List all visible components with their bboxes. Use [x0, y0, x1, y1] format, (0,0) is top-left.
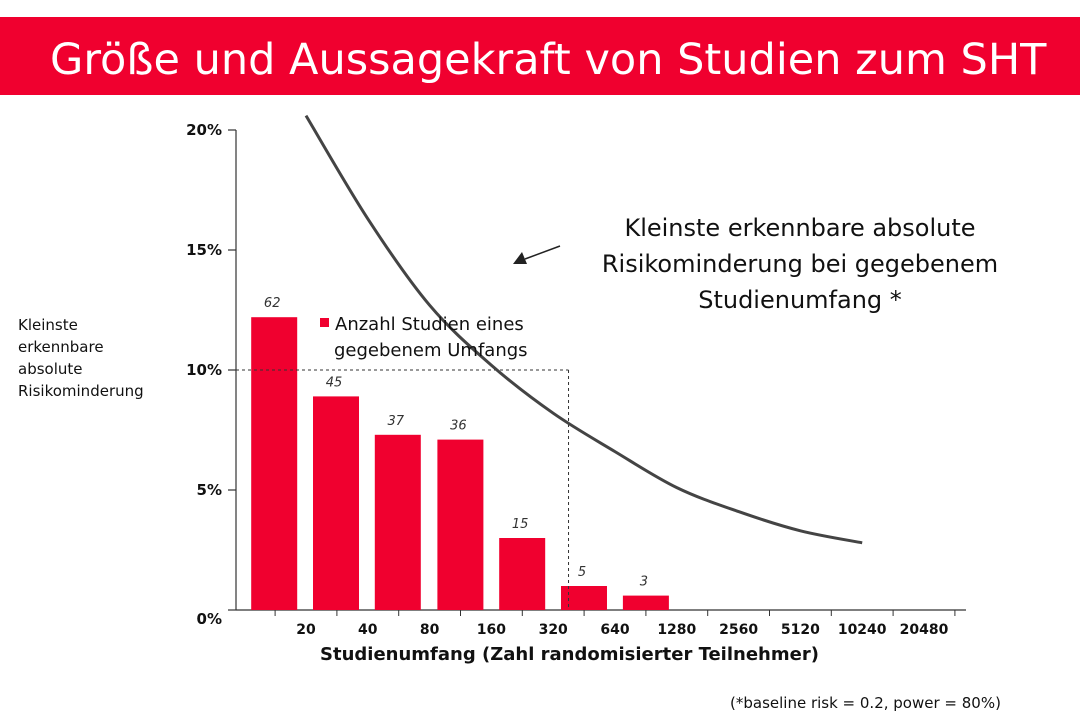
curve-annotation: Kleinste erkennbare absolute Risikominde… [555, 210, 1045, 318]
curve-annotation-line: Risikominderung bei gegebenem [601, 250, 999, 278]
title-banner: Größe und Aussagekraft von Studien zum S… [0, 17, 1080, 95]
bar [437, 439, 484, 610]
y-axis-label: Kleinste erkennbare absolute Risikominde… [18, 314, 144, 402]
x-tick-label: 640 [600, 622, 629, 638]
bar [251, 317, 298, 610]
x-tick-label: 5120 [781, 622, 820, 638]
bar [312, 396, 359, 610]
footnote: (*baseline risk = 0.2, power = 80%) [730, 694, 1001, 712]
legend-line: gegebenem Umfangs [334, 340, 528, 361]
y-tick-label: 20% [186, 121, 222, 139]
x-tick-label: 160 [477, 622, 506, 638]
x-tick-label: 10240 [838, 622, 887, 638]
legend: Anzahl Studien eines gegebenem Umfangs [320, 312, 528, 364]
x-tick-label: 2560 [719, 622, 758, 638]
annotation-arrow-shaft [524, 245, 561, 260]
annotation-arrow-head [513, 252, 527, 264]
x-tick-label: 1280 [657, 622, 696, 638]
y-axis-label-line: Risikominderung [18, 382, 144, 400]
bar-data-label: 3 [640, 575, 648, 590]
x-tick-label: 40 [358, 622, 378, 638]
bar-data-label: 5 [578, 565, 586, 580]
bar-data-label: 37 [388, 414, 405, 429]
bar [622, 595, 669, 610]
bar-data-label: 62 [264, 296, 281, 311]
x-tick-label: 20 [296, 622, 316, 638]
y-tick-label: 15% [186, 241, 222, 259]
curve-annotation-line: Kleinste erkennbare absolute [624, 214, 976, 242]
curve-annotation-line: Studienumfang * [698, 286, 902, 314]
y-tick-label: 0% [197, 610, 222, 628]
legend-text: Anzahl Studien eines [335, 314, 524, 335]
bar-data-label: 15 [512, 517, 529, 532]
page-title: Größe und Aussagekraft von Studien zum S… [50, 35, 1047, 85]
x-axis-label: Studienumfang (Zahl randomisierter Teiln… [320, 644, 819, 665]
bar-data-label: 45 [326, 375, 343, 390]
legend-swatch [320, 318, 329, 327]
legend-line: Anzahl Studien eines [320, 312, 528, 338]
bar [499, 538, 546, 610]
bar-data-label: 36 [450, 419, 467, 434]
risk-reduction-curve [304, 114, 863, 545]
bar [374, 434, 421, 610]
y-tick-label: 10% [186, 361, 222, 379]
y-axis-label-line: erkennbare [18, 338, 104, 356]
x-tick-label: 20480 [900, 622, 949, 638]
x-tick-label: 320 [539, 622, 568, 638]
x-tick-label: 80 [420, 622, 440, 638]
y-axis-label-line: absolute [18, 360, 83, 378]
y-tick-label: 5% [197, 481, 222, 499]
bar [560, 586, 607, 610]
y-axis-label-line: Kleinste [18, 316, 78, 334]
